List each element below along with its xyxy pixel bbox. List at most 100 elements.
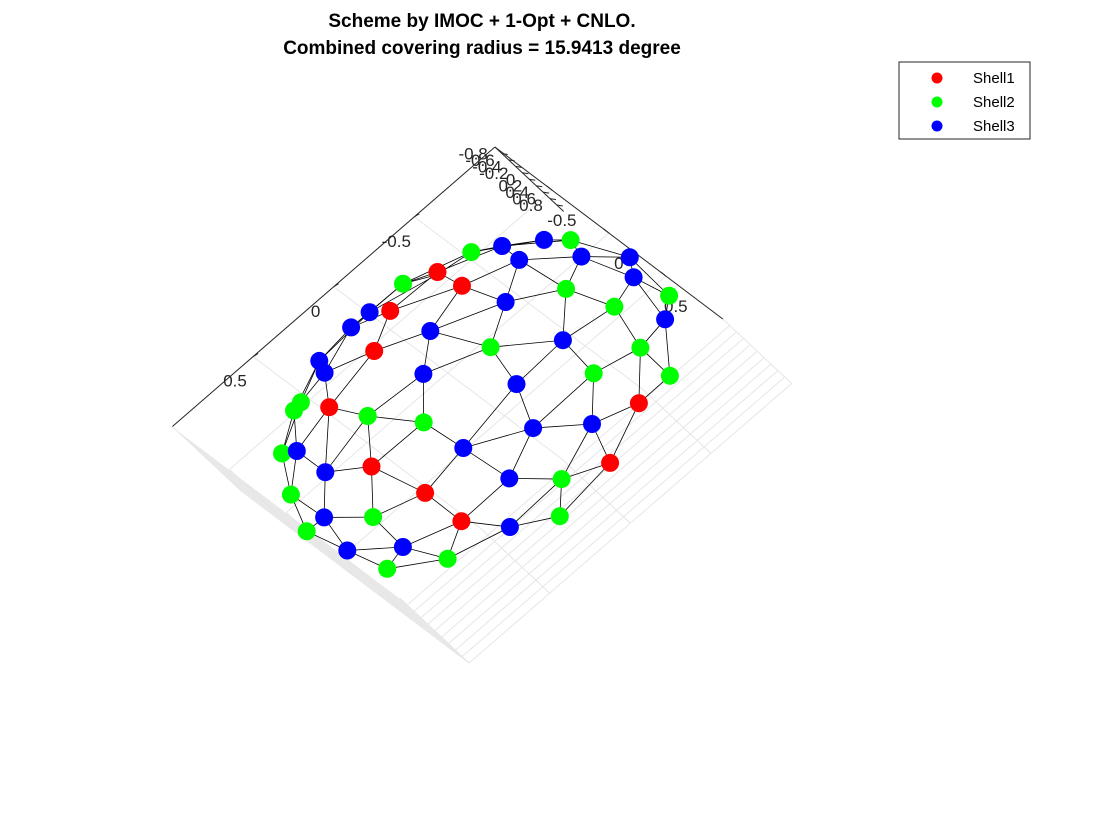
- mesh-edge: [508, 427, 534, 479]
- point-shell3: [572, 247, 591, 266]
- mesh-edge: [423, 346, 491, 375]
- mesh-edge: [324, 350, 375, 374]
- mesh-edge: [505, 288, 567, 303]
- point-shell2: [281, 485, 300, 504]
- grid-line: [229, 189, 553, 470]
- x-axis-ticks: 0.5 0 -0.5: [223, 213, 420, 391]
- mesh-edge: [424, 447, 464, 494]
- mesh-edge: [462, 383, 517, 449]
- z-tick-label: -0.8: [458, 144, 487, 163]
- point-shell3: [342, 318, 361, 337]
- mesh-edge: [516, 339, 564, 385]
- point-shell1: [416, 483, 435, 502]
- point-shell3: [553, 331, 572, 350]
- y-tick-label: -0.5: [547, 211, 576, 230]
- shell-points: [273, 230, 679, 578]
- grid-line: [220, 471, 449, 645]
- mesh-edge: [559, 462, 611, 517]
- point-shell3: [316, 463, 335, 482]
- legend-marker: [931, 96, 943, 108]
- z-tick-mark: [542, 191, 550, 194]
- point-shell3: [496, 293, 515, 311]
- back-edge: [399, 598, 470, 664]
- legend-box: [898, 61, 1031, 140]
- point-shell1: [365, 342, 384, 360]
- z-tick-label: 0.8: [519, 196, 543, 215]
- legend-marker: [931, 120, 943, 132]
- point-shell2: [605, 297, 624, 316]
- mesh-edge: [629, 256, 670, 297]
- mesh-edge: [324, 415, 368, 473]
- point-shell3: [393, 538, 412, 556]
- x-tick-mark: [252, 353, 259, 358]
- z-tick-label: -0.6: [465, 151, 494, 170]
- z-tick-mark: [508, 159, 515, 162]
- mesh-edge: [664, 319, 671, 376]
- legend-label: Shell3: [973, 118, 1015, 135]
- grid-line: [178, 432, 408, 606]
- mesh-edge: [369, 274, 438, 313]
- point-shell2: [660, 366, 679, 385]
- mesh-edge: [463, 447, 510, 479]
- mesh-edge: [390, 285, 463, 312]
- point-shell2: [631, 338, 650, 357]
- point-shell3: [620, 248, 639, 267]
- z-tick-label: 0.6: [512, 190, 536, 209]
- z-tick-mark: [501, 152, 508, 155]
- point-shell2: [550, 507, 569, 526]
- point-shell3: [524, 419, 543, 438]
- z-axis-ticks: -0.8-0.6-0.4-0.200.20.40.60.8: [458, 144, 563, 215]
- mesh-edge: [561, 423, 593, 480]
- mesh-edge: [371, 422, 424, 467]
- mesh-edge: [367, 373, 424, 417]
- point-shell2: [481, 338, 500, 357]
- point-shell2: [414, 413, 433, 432]
- mesh-edge: [533, 423, 593, 429]
- y-tick-mark: [603, 228, 610, 234]
- back-edge: [722, 318, 792, 384]
- grid-line: [420, 337, 744, 619]
- point-shell1: [453, 276, 471, 295]
- mesh-edge: [429, 285, 463, 332]
- x-tick-mark: [333, 283, 339, 288]
- mesh-edge: [347, 546, 403, 551]
- mesh-edge: [324, 407, 330, 473]
- point-shell1: [601, 453, 620, 472]
- point-shell2: [438, 549, 457, 568]
- x-tick-label: 0: [311, 302, 320, 321]
- mesh-edge: [367, 415, 424, 423]
- legend-label: Shell2: [973, 94, 1015, 111]
- grid-line: [286, 232, 610, 513]
- mesh-edge: [372, 492, 426, 518]
- x-tick-label: -0.5: [382, 232, 411, 251]
- y-tick-mark: [660, 271, 667, 277]
- grid-line: [413, 331, 737, 612]
- point-shell2: [378, 559, 397, 578]
- mesh-edge: [461, 478, 510, 522]
- mesh-edge: [296, 407, 330, 452]
- mesh-edge: [570, 239, 630, 258]
- x-tick-mark: [414, 213, 420, 218]
- legend-marker: [931, 72, 943, 84]
- z-tick-mark: [522, 172, 529, 175]
- mesh-edge: [447, 526, 511, 560]
- legend[interactable]: Shell1 Shell2 Shell3: [898, 61, 1031, 140]
- back-edge: [240, 490, 470, 664]
- grid-line: [342, 275, 667, 556]
- point-shell3: [315, 363, 334, 382]
- grid-line: [441, 357, 765, 638]
- z-tick-mark: [549, 198, 557, 201]
- mesh-edge: [519, 259, 567, 290]
- mesh-edge: [328, 350, 375, 408]
- point-shell3: [583, 415, 601, 433]
- point-shell2: [358, 407, 377, 425]
- z-tick-label: 0: [506, 170, 515, 189]
- mesh-edge: [371, 466, 426, 494]
- point-shell3: [360, 303, 379, 322]
- mesh-edge: [430, 301, 506, 332]
- point-shell2: [364, 508, 383, 527]
- grid-line: [455, 370, 779, 651]
- point-shell1: [362, 457, 381, 476]
- y-tick-mark: [546, 185, 553, 191]
- point-shell3: [535, 230, 553, 249]
